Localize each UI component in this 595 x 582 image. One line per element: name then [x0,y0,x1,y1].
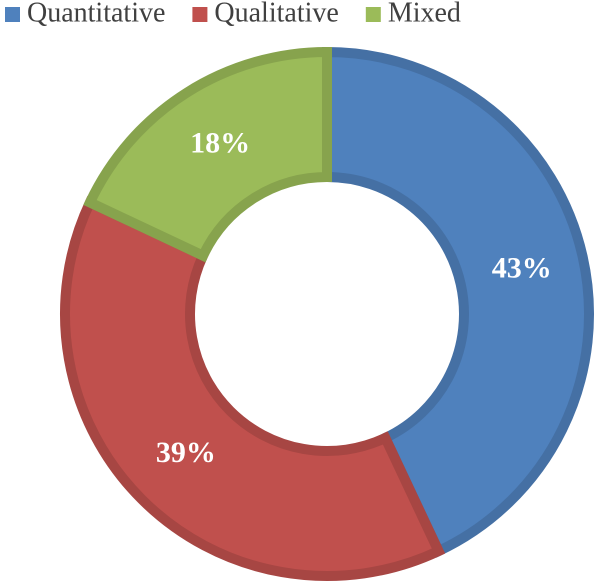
donut-slice [83,46,332,263]
legend-swatch [365,7,381,22]
legend-label: Quantitative [27,0,165,28]
legend-label: Qualitative [214,0,338,28]
donut-slice [60,195,446,581]
legend-swatch [5,7,20,22]
legend-swatch [192,7,208,22]
data-label: 43% [492,251,552,284]
data-label: 39% [156,436,216,469]
data-label: 18% [190,126,250,159]
donut-slice [322,46,594,558]
legend-label: Mixed [388,0,461,28]
